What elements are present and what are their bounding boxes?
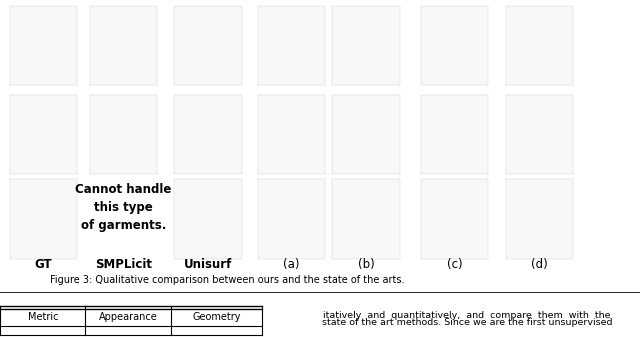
FancyBboxPatch shape <box>10 6 77 85</box>
FancyBboxPatch shape <box>506 95 573 175</box>
FancyBboxPatch shape <box>421 179 488 259</box>
FancyBboxPatch shape <box>258 95 325 175</box>
FancyBboxPatch shape <box>333 95 399 175</box>
FancyBboxPatch shape <box>258 6 325 85</box>
Text: Figure 3: Qualitative comparison between ours and the state of the arts.: Figure 3: Qualitative comparison between… <box>50 275 404 285</box>
FancyBboxPatch shape <box>174 179 242 259</box>
Text: Geometry: Geometry <box>192 312 241 322</box>
FancyBboxPatch shape <box>174 95 242 175</box>
Text: (a): (a) <box>283 258 300 271</box>
Text: Appearance: Appearance <box>99 312 157 322</box>
FancyBboxPatch shape <box>333 6 399 85</box>
FancyBboxPatch shape <box>258 179 325 259</box>
Text: SMPLicit: SMPLicit <box>95 258 152 271</box>
Text: (b): (b) <box>358 258 374 271</box>
Text: (c): (c) <box>447 258 462 271</box>
FancyBboxPatch shape <box>10 95 77 175</box>
FancyBboxPatch shape <box>421 95 488 175</box>
FancyBboxPatch shape <box>174 6 242 85</box>
FancyBboxPatch shape <box>506 6 573 85</box>
FancyBboxPatch shape <box>90 95 157 175</box>
FancyBboxPatch shape <box>506 179 573 259</box>
Text: Cannot handle
this type
of garments.: Cannot handle this type of garments. <box>76 183 172 232</box>
Text: (d): (d) <box>531 258 548 271</box>
Text: Unisurf: Unisurf <box>184 258 232 271</box>
Text: Metric: Metric <box>28 312 58 322</box>
FancyBboxPatch shape <box>333 179 399 259</box>
FancyBboxPatch shape <box>10 179 77 259</box>
FancyBboxPatch shape <box>421 6 488 85</box>
FancyBboxPatch shape <box>90 6 157 85</box>
Text: GT: GT <box>35 258 52 271</box>
Text: itatively  and  quantitatively,  and  compare  them  with  the: itatively and quantitatively, and compar… <box>323 311 611 319</box>
Text: state of the art methods. Since we are the first unsupervised: state of the art methods. Since we are t… <box>322 318 612 327</box>
